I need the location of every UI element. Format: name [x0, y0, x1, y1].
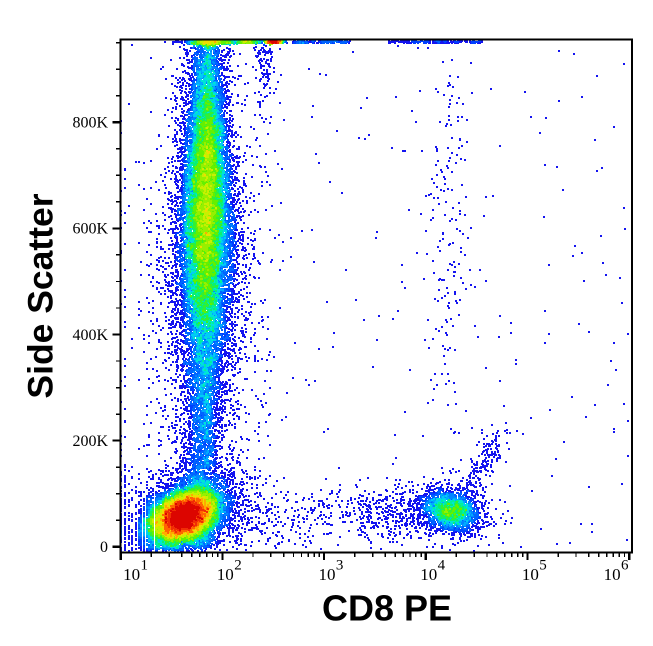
svg-text:800K: 800K	[72, 115, 108, 132]
svg-text:10: 10	[420, 565, 437, 584]
svg-text:10: 10	[319, 565, 336, 584]
svg-text:10: 10	[123, 565, 140, 584]
svg-text:600K: 600K	[72, 221, 108, 238]
svg-text:CD8 PE: CD8 PE	[322, 588, 452, 629]
svg-text:10: 10	[217, 565, 234, 584]
svg-text:Side Scatter: Side Scatter	[21, 193, 61, 398]
svg-text:0: 0	[100, 539, 108, 556]
svg-text:4: 4	[438, 558, 446, 574]
svg-text:5: 5	[539, 558, 547, 574]
svg-text:3: 3	[336, 558, 344, 574]
svg-text:6: 6	[621, 558, 629, 574]
svg-text:2: 2	[234, 558, 242, 574]
svg-text:10: 10	[604, 565, 621, 584]
svg-text:1: 1	[141, 558, 149, 574]
svg-text:400K: 400K	[72, 327, 108, 344]
svg-text:10: 10	[522, 565, 539, 584]
svg-text:200K: 200K	[72, 433, 108, 450]
